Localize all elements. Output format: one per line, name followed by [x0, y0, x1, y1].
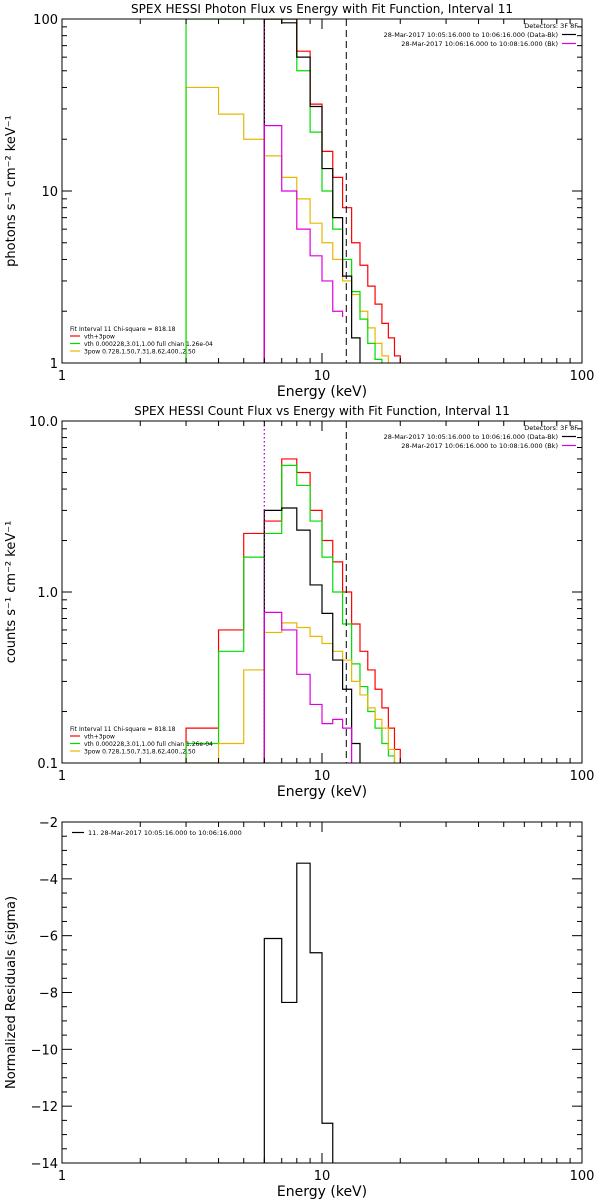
detectors-label: Detectors: 3F 8F	[524, 424, 578, 432]
series-group	[263, 862, 334, 1163]
legend-bottom-entry: vth+3pow	[84, 734, 115, 741]
legend-bottom-entry: 3pow 0.728,1.50,7.31,8.62,400.,2.50	[84, 749, 196, 756]
series-red-histogram	[263, 19, 401, 363]
legend-top-entry: 28-Mar-2017 10:05:16.000 to 10:06:16.000…	[384, 433, 558, 441]
chart-title: SPEX HESSI Photon Flux vs Energy with Fi…	[131, 2, 513, 16]
x-tick-label: 10	[314, 769, 331, 784]
y-tick-label: 10.0	[29, 415, 58, 430]
y-tick-label: 1.0	[37, 586, 58, 601]
legend-bottom-entry: Fit Interval 11 Chi-square = 818.18	[70, 726, 176, 733]
x-tick-label: 100	[570, 1169, 595, 1184]
detectors-label: Detectors: 3F 8F	[524, 22, 578, 30]
legend-bottom-entry: vth+3pow	[84, 334, 115, 341]
panel-2: SPEX HESSI Count Flux vs Energy with Fit…	[4, 404, 595, 800]
x-tick-label: 100	[570, 369, 595, 384]
y-tick-label: −10	[31, 1043, 58, 1058]
y-tick-label: −14	[31, 1157, 58, 1172]
y-tick-label: −8	[39, 987, 58, 1002]
legend-bottom-entry: Fit Interval 11 Chi-square = 818.18	[70, 326, 176, 333]
y-axis-label: photons s⁻¹ cm⁻² keV⁻¹	[4, 115, 19, 267]
y-axis-label: Normalized Residuals (sigma)	[4, 896, 19, 1089]
legend-bottom-entry: 3pow 0.728,1.50,7.31,8.62,400.,2.50	[84, 349, 196, 356]
series-green-histogram	[185, 464, 396, 763]
legend-bottom-entry: vth 0.000228,3.01,1.00 full chian 1.26e-…	[84, 741, 213, 748]
series-red-histogram	[185, 458, 401, 763]
x-axis-label: Energy (keV)	[277, 1184, 367, 1200]
y-tick-label: 100	[33, 13, 58, 28]
y-tick-label: −6	[39, 930, 58, 945]
legend-top-entry: 28-Mar-2017 10:05:16.000 to 10:06:16.000…	[384, 31, 558, 39]
x-tick-label: 10	[314, 369, 331, 384]
chart-title: SPEX HESSI Count Flux vs Energy with Fit…	[134, 404, 510, 418]
x-tick-label: 10	[314, 1169, 331, 1184]
x-axis-label: Energy (keV)	[277, 384, 367, 400]
series-green-histogram	[185, 19, 383, 363]
y-tick-label: 10	[41, 185, 58, 200]
legend-bottom-entry: vth 0.000228,3.01,1.00 full chian 1.26e-…	[84, 341, 213, 348]
series-group	[185, 19, 401, 363]
y-tick-label: −12	[31, 1100, 58, 1115]
series-black-histogram	[263, 507, 361, 763]
series-magenta-histogram	[263, 125, 344, 363]
x-tick-label: 100	[570, 769, 595, 784]
x-tick-label: 1	[58, 1169, 66, 1184]
series-magenta-histogram	[263, 611, 353, 763]
panel-3: 1 10 100 −14 −12 −10 −8 −6 −4 −2 Energy (keV) Norma…	[4, 816, 594, 1200]
panel-1: SPEX HESSI Photon Flux vs Energy with Fi…	[4, 2, 595, 400]
y-tick-label: −4	[39, 873, 58, 888]
y-tick-label: −2	[39, 816, 58, 831]
x-axis-label: Energy (keV)	[277, 784, 367, 800]
x-tick-label: 1	[58, 369, 66, 384]
legend-top-entry: 28-Mar-2017 10:06:16.000 to 10:08:16.000…	[401, 442, 558, 450]
series-yellow-histogram	[185, 86, 389, 363]
series-black-histogram	[263, 862, 334, 1163]
y-axis-label: counts s⁻¹ cm⁻² keV⁻¹	[4, 521, 19, 664]
legend-top-entry: 28-Mar-2017 10:06:16.000 to 10:08:16.000…	[401, 40, 558, 48]
legend-top-left-entry: 11. 28-Mar-2017 10:05:16.000 to 10:06:16…	[88, 829, 242, 837]
y-tick-label: 0.1	[37, 757, 58, 772]
series-black-histogram	[263, 19, 361, 363]
series-group	[185, 458, 401, 763]
y-tick-label: 1	[50, 357, 58, 372]
x-tick-label: 1	[58, 769, 66, 784]
